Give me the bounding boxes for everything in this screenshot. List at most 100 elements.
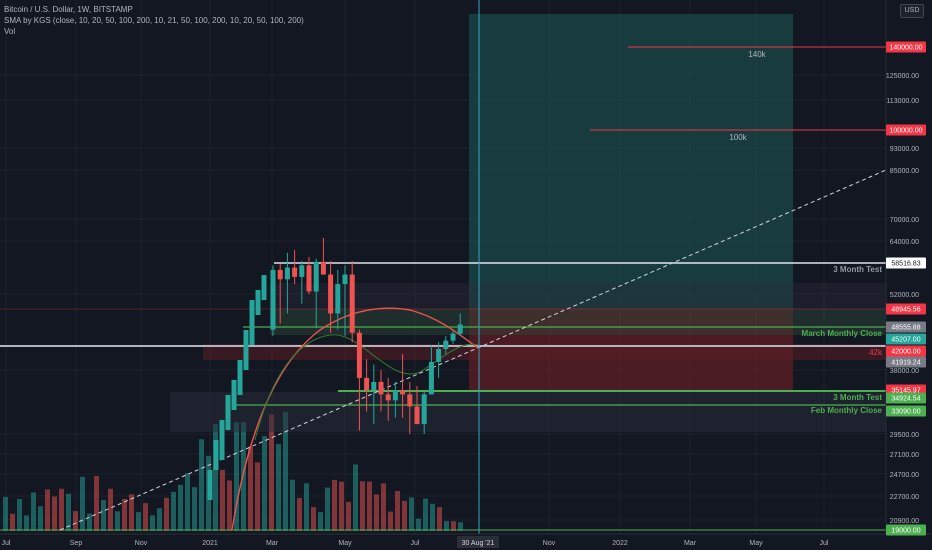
candle-body	[237, 360, 243, 395]
volume-bar	[178, 484, 183, 531]
candle-body	[320, 261, 326, 275]
candle-body	[349, 274, 355, 333]
candle-body	[407, 394, 413, 407]
candle-body	[421, 394, 427, 425]
volume-bar	[87, 513, 92, 531]
volume-bar	[297, 497, 302, 531]
volume-bar	[73, 511, 78, 531]
volume-bar	[150, 515, 155, 531]
volume-bar	[395, 490, 400, 531]
candle-body	[342, 274, 348, 285]
target-zone	[469, 14, 793, 309]
volume-bar	[66, 493, 71, 531]
volume-bar	[339, 481, 344, 531]
volume-bar	[374, 494, 379, 531]
indicator-name: SMA by KGS (close, 10, 20, 50, 100, 200,…	[4, 16, 304, 25]
volume-bar	[283, 411, 288, 531]
volume-bar	[437, 507, 442, 531]
volume-bar	[318, 512, 323, 531]
volume-bar	[157, 508, 162, 531]
candle-body	[328, 274, 334, 314]
chart-legend: Bitcoin / U.S. Dollar, 1W, BITSTAMP SMA …	[4, 4, 304, 37]
label-3m-test-bottom: 3 Month Test	[833, 393, 882, 402]
volume-bar	[367, 481, 372, 531]
candle-body	[428, 361, 434, 395]
volume-label: Vol	[4, 27, 16, 36]
volume-bar	[402, 500, 407, 531]
volume-bar	[227, 480, 232, 531]
candle-body	[313, 261, 319, 292]
volume-bar	[38, 506, 43, 531]
volume-bar	[80, 476, 85, 531]
volume-bar	[94, 475, 99, 531]
volume-bar	[52, 496, 57, 531]
label-3m-test-top: 3 Month Test	[833, 265, 882, 274]
volume-bar	[192, 487, 197, 531]
range-zone	[170, 392, 886, 432]
candle-body	[364, 377, 370, 391]
candle-body	[400, 390, 406, 395]
candle-body	[213, 440, 219, 470]
volume-bar	[290, 479, 295, 531]
volume-bar	[45, 489, 50, 531]
candle-body	[335, 284, 341, 314]
candle-body	[356, 332, 362, 378]
volume-bar	[185, 473, 190, 531]
candle-body	[292, 267, 298, 277]
label-feb-close: Feb Monthly Close	[811, 406, 883, 415]
candle-body	[392, 390, 398, 401]
candle-body	[457, 324, 463, 334]
candle-body	[306, 265, 312, 292]
volume-bar	[115, 511, 120, 531]
candle-body	[225, 395, 231, 430]
volume-bar	[171, 491, 176, 531]
sma-red	[231, 307, 479, 531]
volume-bar	[213, 423, 218, 531]
volume-bar	[332, 479, 337, 531]
label-140k: 140k	[748, 50, 766, 59]
candle-body	[277, 269, 283, 280]
volume-bar	[255, 462, 260, 531]
currency-button[interactable]: USD	[900, 4, 924, 18]
test-zone	[270, 283, 886, 309]
candle-body	[284, 267, 290, 280]
candle-body	[270, 269, 276, 330]
volume-bar	[423, 498, 428, 531]
volume-bar	[269, 414, 274, 531]
volume-bar	[381, 483, 386, 531]
volume-bar	[199, 439, 204, 531]
march-zone	[270, 309, 886, 335]
volume-bar	[122, 498, 127, 531]
candle-body	[207, 470, 213, 500]
volume-bar	[248, 446, 253, 531]
trendline	[59, 169, 887, 531]
candle-body	[261, 275, 267, 300]
volume-bar	[129, 494, 134, 531]
volume-bar	[262, 436, 267, 531]
volume-bar	[304, 483, 309, 531]
volume-bar	[346, 501, 351, 531]
volume-bar	[444, 521, 449, 531]
volume-bar	[353, 464, 358, 531]
candle-body	[255, 290, 261, 315]
candle-body	[371, 381, 377, 391]
candles	[207, 237, 463, 500]
volume-bar	[220, 469, 225, 531]
candle-body	[385, 394, 391, 401]
volume-bar	[360, 481, 365, 531]
volume-bar	[276, 444, 281, 531]
candle-body	[450, 333, 456, 341]
position-boxes	[170, 14, 886, 432]
volume-bar	[10, 513, 15, 531]
label-march-close: March Monthly Close	[802, 329, 883, 338]
candle-body	[231, 380, 237, 410]
volume-bar	[136, 512, 141, 531]
candle-body	[378, 381, 384, 395]
volume-bar	[234, 422, 239, 531]
chart-annotations: 140k 100k 3 Month Test March Monthly Close 4…	[729, 50, 883, 415]
candle-body	[249, 300, 255, 345]
volume-bar	[108, 488, 113, 531]
candle-body	[436, 349, 442, 362]
volume-bar	[241, 422, 246, 531]
